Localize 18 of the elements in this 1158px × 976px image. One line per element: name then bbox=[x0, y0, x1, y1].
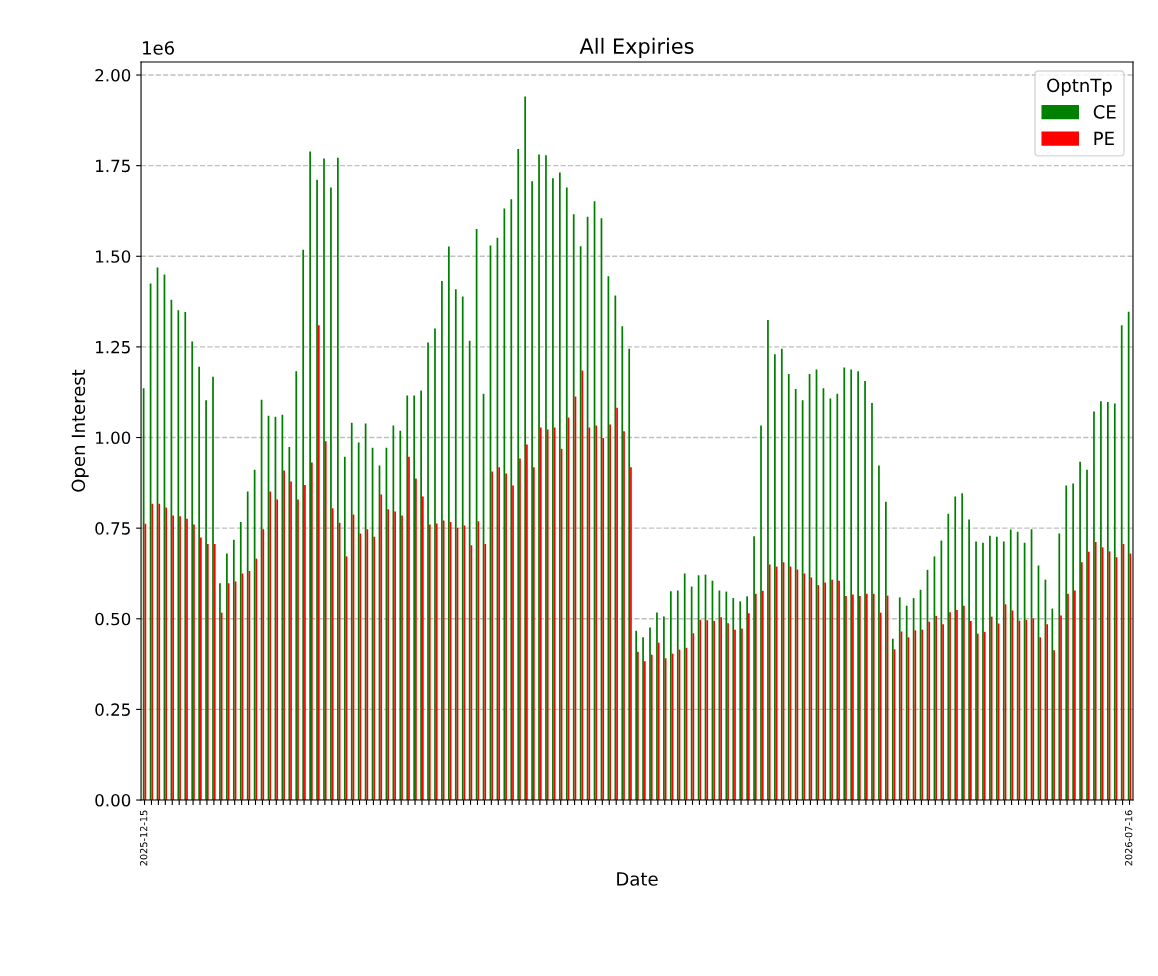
y-tick-label: 1.75 bbox=[96, 159, 130, 173]
x-tick-label: 2025-12-15 bbox=[139, 810, 148, 866]
y-tick-label: 1.00 bbox=[96, 431, 131, 445]
text: 1e6 bbox=[143, 41, 174, 55]
chart-title: All Expiries bbox=[579, 37, 694, 58]
y-tick-label: 1.50 bbox=[96, 250, 131, 263]
y-tick-label: 0.50 bbox=[95, 612, 131, 626]
y-tick-label: 1.25 bbox=[96, 340, 130, 354]
legend-label: PE bbox=[1094, 131, 1114, 145]
legend-title: OptnTp bbox=[1047, 78, 1112, 96]
y-tick-label: 0.25 bbox=[95, 703, 130, 716]
x-tick-label: 2026-07-16 bbox=[1124, 810, 1133, 866]
y-tick-label: 2.00 bbox=[95, 68, 131, 82]
y-axis-title: Open Interest bbox=[71, 369, 89, 492]
y-tick-label: 0.75 bbox=[95, 522, 130, 535]
x-axis-title: Date bbox=[617, 872, 658, 886]
y-tick-label: 0.00 bbox=[95, 793, 131, 807]
legend-label: CE bbox=[1093, 105, 1116, 119]
